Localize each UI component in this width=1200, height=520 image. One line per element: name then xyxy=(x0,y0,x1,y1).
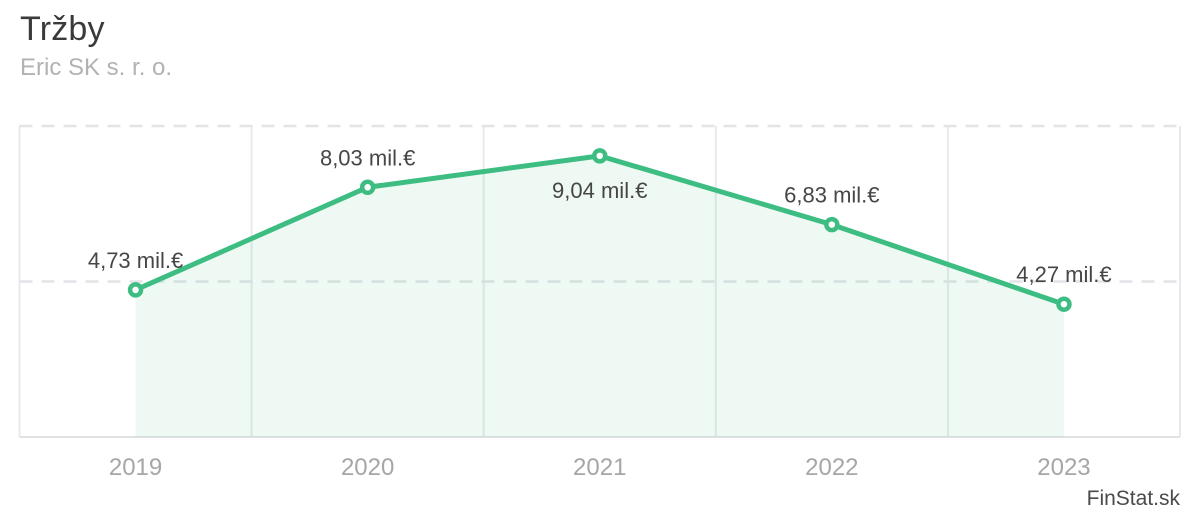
x-tick-2019: 2019 xyxy=(109,454,162,481)
company-name: Eric SK s. r. o. xyxy=(20,54,173,82)
chart-header: Tržby Eric SK s. r. o. xyxy=(20,10,172,81)
x-tick-2022: 2022 xyxy=(805,454,858,481)
page-title: Tržby xyxy=(20,10,105,48)
data-point-2023[interactable] xyxy=(1056,296,1072,312)
point-label-2021: 9,04 mil.€ xyxy=(552,178,647,203)
finstat-watermark-link[interactable]: FinStat.sk xyxy=(1086,487,1180,510)
data-point-2021[interactable] xyxy=(592,148,608,164)
point-label-2023: 4,27 mil.€ xyxy=(1016,262,1111,287)
data-point-2020[interactable] xyxy=(359,179,376,196)
point-label-2019: 4,73 mil.€ xyxy=(88,248,183,273)
x-tick-2021: 2021 xyxy=(573,454,626,481)
point-label-2020: 8,03 mil.€ xyxy=(320,145,415,170)
data-point-2019[interactable] xyxy=(127,282,144,298)
point-label-2022: 6,83 mil.€ xyxy=(784,183,879,208)
x-tick-2020: 2020 xyxy=(341,454,394,481)
data-point-2022[interactable] xyxy=(824,216,840,233)
x-tick-2023: 2023 xyxy=(1037,454,1090,481)
